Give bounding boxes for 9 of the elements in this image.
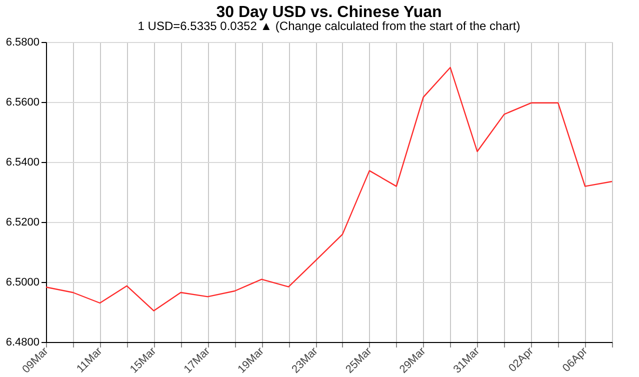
y-tick-label: 6.4800 — [6, 336, 40, 348]
line-series — [45, 66, 613, 312]
y-tick-label: 6.5200 — [6, 216, 40, 228]
y-tick-label: 6.5600 — [6, 96, 40, 108]
y-tick-label: 6.5800 — [6, 36, 40, 48]
chart-title: 30 Day USD vs. Chinese Yuan — [216, 4, 442, 21]
y-tick-label: 6.5000 — [6, 276, 40, 288]
y-tick-label: 6.5400 — [6, 156, 40, 168]
chart-subtitle: 1 USD=6.5335 0.0352 ▲ (Change calculated from the start of the chart) — [138, 19, 520, 33]
